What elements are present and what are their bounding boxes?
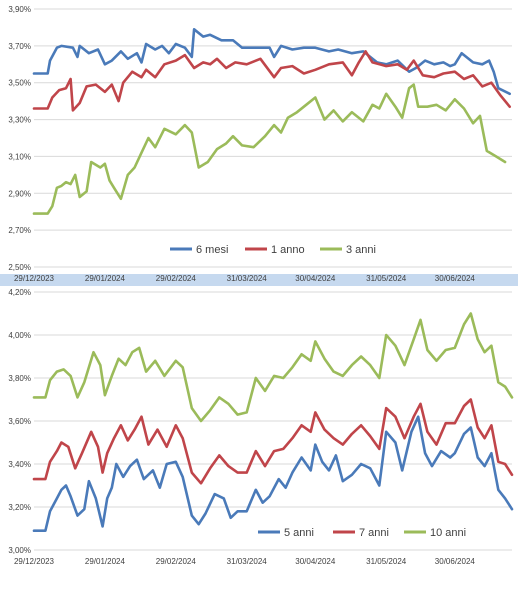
x-tick-label: 30/06/2024: [435, 557, 476, 566]
legend-label: 3 anni: [346, 244, 376, 256]
chart-long-term-svg: 3,00% 3,20% 3,40% 3,60% 3,80% 4,00% 4,20% 29/12…: [8, 288, 514, 566]
y-tick-label: 3,50%: [8, 79, 31, 88]
x-tick-label: 29/12/2023: [14, 274, 55, 283]
legend-label: 5 anni: [284, 527, 314, 539]
series-line-7-anni: [32, 398, 514, 485]
x-tick-label: 29/02/2024: [156, 274, 197, 283]
legend-label: 1 anno: [271, 244, 305, 256]
y-tick-label: 3,20%: [8, 503, 31, 512]
x-tick-label: 30/04/2024: [295, 274, 336, 283]
y-tick-label: 3,00%: [8, 546, 31, 555]
x-tick-label: 30/04/2024: [295, 557, 336, 566]
y-tick-label: 4,00%: [8, 331, 31, 340]
y-tick-label: 3,80%: [8, 374, 31, 383]
series-line-1-anno: [32, 50, 511, 112]
x-tick-label: 29/12/2023: [14, 557, 55, 566]
x-tick-label: 31/05/2024: [366, 557, 407, 566]
series-line-3-anni: [32, 83, 507, 215]
x-tick-label: 30/06/2024: [435, 274, 476, 283]
series-line-10-anni: [32, 312, 514, 423]
legend-label: 7 anni: [359, 527, 389, 539]
y-tick-label: 3,30%: [8, 116, 31, 125]
y-tick-label: 2,70%: [8, 226, 31, 235]
chart-short-term-svg: 2,50% 2,70% 2,90% 3,10% 3,30% 3,50% 3,70% 3,90%…: [8, 5, 512, 283]
x-tick-label: 31/03/2024: [227, 274, 268, 283]
y-tick-label: 3,60%: [8, 417, 31, 426]
series-line-6-mesi: [32, 28, 511, 96]
x-tick-label: 31/03/2024: [227, 557, 268, 566]
y-tick-label: 3,10%: [8, 152, 31, 161]
legend-label: 6 mesi: [196, 244, 228, 256]
x-tick-label: 29/02/2024: [156, 557, 197, 566]
y-tick-label: 2,90%: [8, 189, 31, 198]
legend-label: 10 anni: [430, 527, 466, 539]
y-tick-label: 2,50%: [8, 263, 31, 272]
chart-short-term-rates: 2,50% 2,70% 2,90% 3,10% 3,30% 3,50% 3,70% 3,90%…: [0, 0, 518, 283]
series-line-5-anni: [32, 415, 514, 532]
y-tick-label: 3,70%: [8, 42, 31, 51]
legend: 5 anni 7 anni 10 anni: [258, 527, 466, 539]
y-tick-label: 3,90%: [8, 5, 31, 14]
x-tick-label: 31/05/2024: [366, 274, 407, 283]
x-tick-label: 29/01/2024: [85, 274, 126, 283]
legend: 6 mesi 1 anno 3 anni: [170, 244, 376, 256]
y-tick-label: 4,20%: [8, 288, 31, 297]
x-tick-label: 29/01/2024: [85, 557, 126, 566]
y-tick-label: 3,40%: [8, 460, 31, 469]
chart-long-term-rates: 3,00% 3,20% 3,40% 3,60% 3,80% 4,00% 4,20% 29/12…: [0, 286, 518, 606]
